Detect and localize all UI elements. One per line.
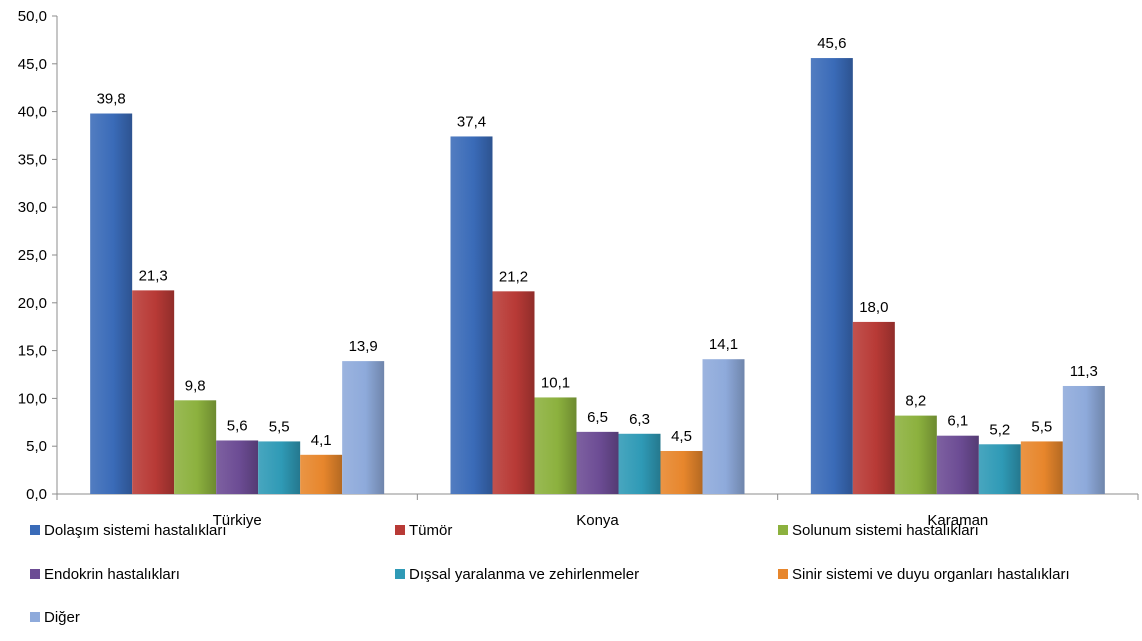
- data-label: 5,2: [989, 421, 1010, 438]
- legend-swatch: [395, 569, 405, 579]
- data-label: 21,2: [499, 268, 528, 285]
- x-category-label: Konya: [576, 512, 619, 529]
- y-tick-label: 30,0: [18, 199, 47, 216]
- legend-swatch: [30, 612, 40, 622]
- y-tick-label: 40,0: [18, 104, 47, 121]
- data-label: 4,1: [311, 432, 332, 449]
- y-tick-label: 0,0: [26, 486, 47, 503]
- bar: [702, 359, 745, 494]
- bar: [90, 113, 133, 495]
- bar: [894, 415, 937, 494]
- legend-label: Dolaşım sistemi hastalıkları: [44, 522, 227, 539]
- data-label: 4,5: [671, 428, 692, 445]
- data-label: 10,1: [541, 374, 570, 391]
- legend-swatch: [778, 525, 788, 535]
- bar: [936, 435, 979, 494]
- legend-label: Dışsal yaralanma ve zehirlenmeler: [409, 566, 639, 583]
- data-label: 13,9: [349, 338, 378, 355]
- bar: [216, 440, 259, 494]
- bar: [810, 58, 853, 495]
- data-label: 5,6: [227, 417, 248, 434]
- y-tick-label: 5,0: [26, 438, 47, 455]
- data-label: 6,1: [947, 413, 968, 430]
- bar: [660, 450, 703, 494]
- bar: [978, 444, 1021, 494]
- y-tick-label: 25,0: [18, 247, 47, 264]
- data-label: 11,3: [1070, 363, 1098, 380]
- bar: [576, 431, 619, 494]
- legend-label: Endokrin hastalıkları: [44, 566, 180, 583]
- legend-swatch: [778, 569, 788, 579]
- legend-label: Solunum sistemi hastalıkları: [792, 522, 979, 539]
- y-tick-label: 35,0: [18, 151, 47, 168]
- y-tick-label: 20,0: [18, 295, 47, 312]
- data-label: 39,8: [97, 91, 126, 108]
- legend-swatch: [30, 569, 40, 579]
- data-label: 45,6: [817, 35, 846, 52]
- y-tick-label: 10,0: [18, 390, 47, 407]
- bar: [1020, 441, 1063, 494]
- data-label: 5,5: [1031, 418, 1052, 435]
- data-label: 18,0: [859, 299, 888, 316]
- bar: [534, 397, 577, 494]
- legend-label: Tümör: [409, 522, 452, 539]
- legend-swatch: [30, 525, 40, 535]
- bar: [1062, 385, 1105, 494]
- x-category-label: Türkiye: [213, 512, 262, 529]
- legend-label: Diğer: [44, 609, 80, 626]
- bar: [258, 441, 301, 494]
- bar: [492, 291, 535, 494]
- x-category-label: Karaman: [927, 512, 988, 529]
- bar: [852, 321, 895, 494]
- data-label: 6,3: [629, 411, 650, 428]
- y-tick-label: 50,0: [18, 8, 47, 25]
- legend-swatch: [395, 525, 405, 535]
- y-tick-label: 45,0: [18, 56, 47, 73]
- data-label: 14,1: [709, 336, 738, 353]
- legend-label: Sinir sistemi ve duyu organları hastalık…: [792, 566, 1070, 583]
- data-label: 21,3: [139, 267, 168, 284]
- bar: [300, 454, 343, 494]
- bar: [450, 136, 493, 494]
- y-tick-label: 15,0: [18, 343, 47, 360]
- bar: [342, 361, 385, 494]
- data-label: 5,5: [269, 418, 290, 435]
- data-label: 6,5: [587, 409, 608, 426]
- data-label: 8,2: [905, 393, 926, 410]
- data-label: 37,4: [457, 113, 486, 130]
- bar: [132, 290, 175, 494]
- bar: [174, 400, 217, 494]
- data-label: 9,8: [185, 377, 206, 394]
- bar: [618, 433, 661, 494]
